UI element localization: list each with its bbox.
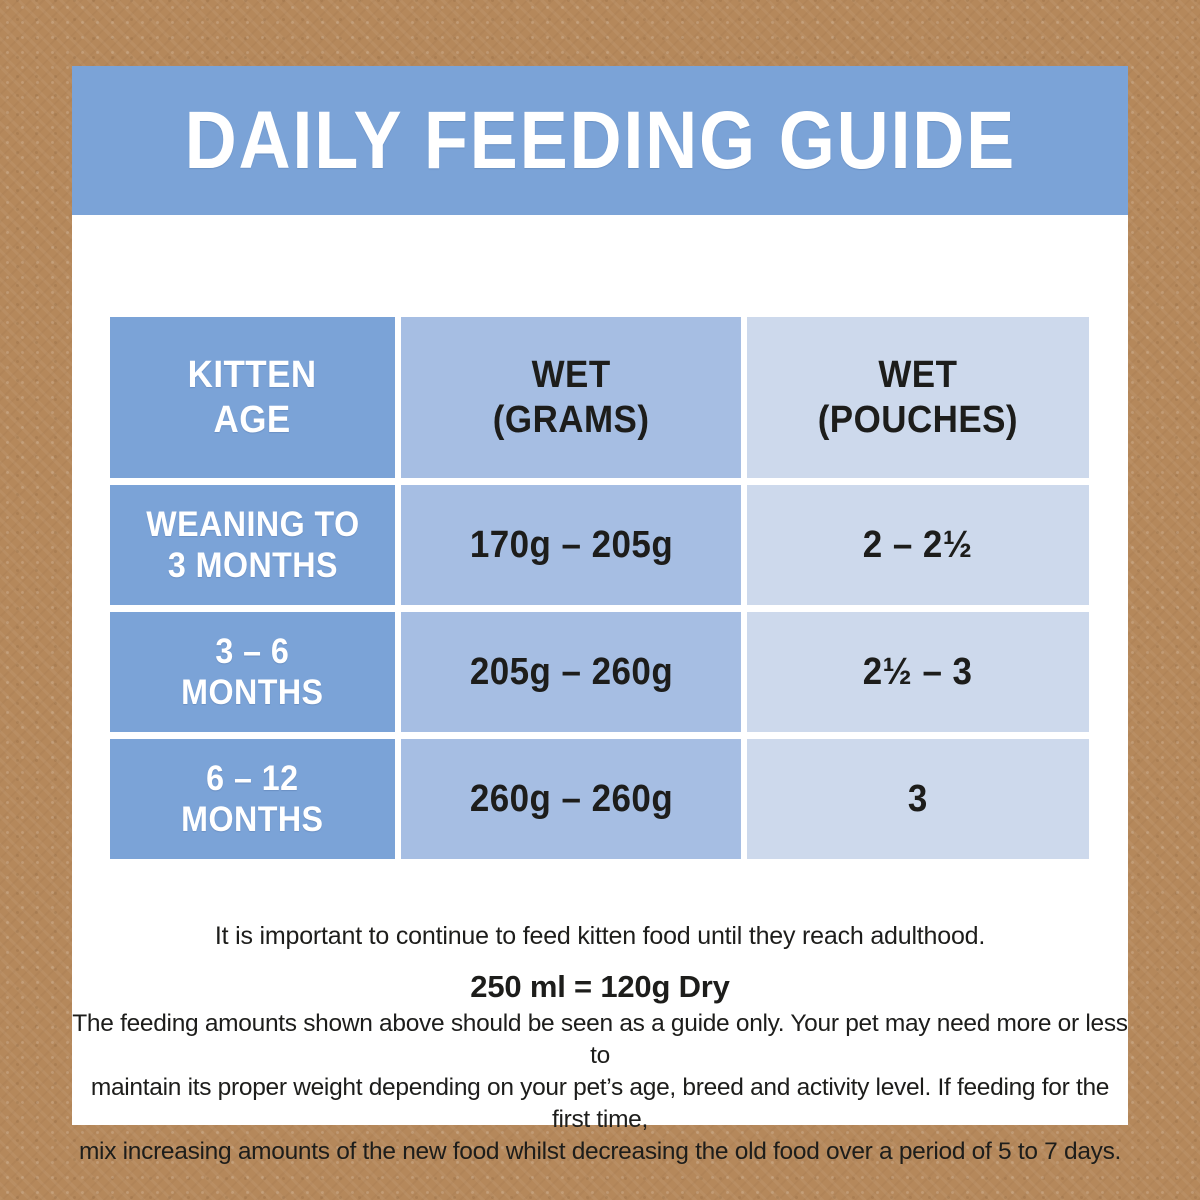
pouches-value: 2 – 2½	[863, 523, 973, 566]
header-kitten-age: KITTEN AGE	[110, 317, 395, 478]
header-kitten-age-label: KITTEN AGE	[187, 353, 318, 441]
grams-value: 170g – 205g	[469, 523, 673, 566]
note-dry-conversion: 250 ml = 120g Dry	[470, 969, 730, 1004]
age-label: WEANING TO 3 MONTHS	[145, 504, 360, 585]
grams-value: 205g – 260g	[469, 650, 673, 693]
table-row-1-grams: 170g – 205g	[401, 485, 741, 605]
table-row-2-age: 3 – 6 MONTHS	[110, 612, 395, 732]
feeding-guide-card: DAILY FEEDING GUIDE KITTEN AGE WET (GRAM…	[72, 66, 1128, 1165]
header-wet-grams-label: WET (GRAMS)	[492, 353, 650, 441]
table-row-3-age: 6 – 12 MONTHS	[110, 739, 395, 859]
table-row-1-age: WEANING TO 3 MONTHS	[110, 485, 395, 605]
note-kitten-food-importance: It is important to continue to feed kitt…	[214, 922, 986, 950]
table-row-2-pouches: 2½ – 3	[747, 612, 1089, 732]
age-label: 3 – 6 MONTHS	[181, 631, 324, 712]
header-wet-pouches-label: WET (POUCHES)	[817, 353, 1019, 441]
title-banner: DAILY FEEDING GUIDE	[72, 66, 1128, 215]
header-wet-grams: WET (GRAMS)	[401, 317, 741, 478]
page-title: DAILY FEEDING GUIDE	[184, 94, 1016, 186]
table-row-3-grams: 260g – 260g	[401, 739, 741, 859]
pouches-value: 3	[908, 777, 928, 820]
feeding-table: KITTEN AGE WET (GRAMS) WET (POUCHES) WEA…	[110, 317, 1090, 859]
table-row-2-grams: 205g – 260g	[401, 612, 741, 732]
header-wet-pouches: WET (POUCHES)	[747, 317, 1089, 478]
table-row-3-pouches: 3	[747, 739, 1089, 859]
note-feeding-disclaimer: The feeding amounts shown above should b…	[72, 1010, 1128, 1165]
age-label: 6 – 12 MONTHS	[181, 758, 324, 839]
grams-value: 260g – 260g	[469, 777, 673, 820]
table-row-1-pouches: 2 – 2½	[747, 485, 1089, 605]
pouches-value: 2½ – 3	[863, 650, 973, 693]
